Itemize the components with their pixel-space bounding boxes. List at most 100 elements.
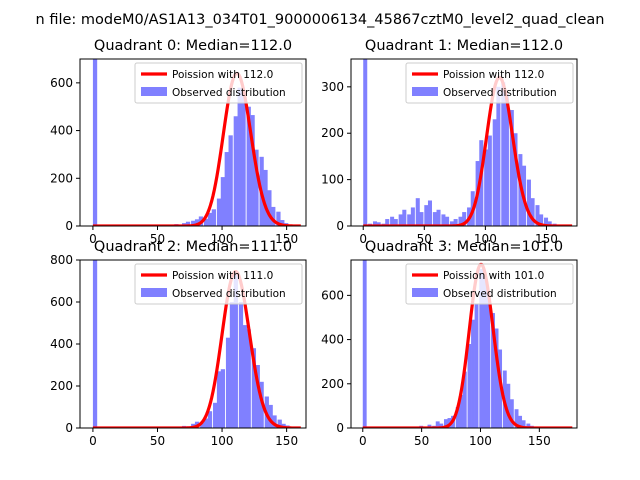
- legend-observed-label: Observed distribution: [443, 87, 557, 99]
- legend-poisson-label: Poission with 101.0: [443, 270, 544, 282]
- histogram-bar: [207, 411, 213, 428]
- histogram-bar: [514, 409, 519, 428]
- x-tick-label: 50: [414, 434, 429, 448]
- histogram-bar: [462, 371, 467, 428]
- histogram-bar: [203, 418, 209, 428]
- histogram-bar: [449, 221, 454, 226]
- histogram-bar: [482, 275, 487, 428]
- poisson-curve: [92, 269, 302, 428]
- x-tick-label: 150: [275, 434, 298, 448]
- quadrant-0-chart: 0 50 100 150 0 200 400 600 Quadrant 0: Median=11…: [50, 38, 307, 246]
- histogram-bar: [402, 209, 407, 226]
- histogram-bar: [526, 179, 531, 226]
- histogram-bar: [445, 216, 450, 226]
- histogram-bar: [362, 260, 367, 428]
- axes-frame: [350, 58, 578, 227]
- poisson-curve: [92, 71, 302, 226]
- histogram-bar: [455, 407, 460, 428]
- histogram-bar: [415, 198, 420, 226]
- quadrant-panels: 0 50 100 150 0 200 400 600 Quadrant 0: Median=11…: [50, 38, 578, 448]
- legend-observed-swatch: [412, 87, 438, 96]
- x-tick-label: 50: [417, 232, 432, 246]
- histogram-bar: [521, 420, 526, 428]
- y-tick-label: 600: [50, 295, 73, 309]
- axes-frame: [79, 58, 307, 227]
- quadrant-title: Quadrant 2: Median=111.0: [94, 239, 292, 255]
- histogram-bar: [363, 59, 368, 226]
- histogram-bar: [267, 190, 272, 226]
- histogram-bar: [410, 207, 415, 226]
- histogram-bar: [224, 152, 229, 226]
- legend-box: [134, 263, 303, 305]
- y-tick-label: 200: [321, 377, 344, 391]
- histogram-bar: [263, 169, 268, 226]
- histogram-bar: [544, 217, 549, 226]
- quadrant-title: Quadrant 1: Median=112.0: [365, 38, 563, 54]
- legend-poisson-label: Poission with 111.0: [172, 270, 273, 282]
- histogram-bar: [471, 319, 475, 428]
- histogram-bar: [539, 214, 544, 226]
- histogram-bar: [459, 394, 464, 428]
- histogram-bar: [424, 205, 429, 226]
- histogram-bar: [92, 260, 98, 428]
- y-tick-label: 200: [50, 171, 73, 185]
- legend-observed-label: Observed distribution: [443, 288, 557, 300]
- histogram-bar: [390, 216, 395, 226]
- x-tick-label: 0: [359, 434, 367, 448]
- histogram-bar: [268, 404, 273, 428]
- histogram-bar: [458, 216, 463, 226]
- y-tick-label: 0: [336, 421, 344, 435]
- histogram-bar: [393, 219, 398, 226]
- histogram-bar: [250, 115, 255, 226]
- quadrant-2-chart: 0 50 100 150 0 200 400 600 800 Quadrant 2: Median…: [50, 239, 307, 448]
- histogram-bar: [506, 383, 511, 428]
- histogram-bar: [398, 214, 403, 226]
- histogram-bar: [474, 304, 479, 428]
- quadrant-title: Quadrant 0: Median=112.0: [94, 38, 292, 54]
- histogram-bar: [504, 93, 509, 226]
- histogram-bar: [453, 219, 458, 226]
- legend-poisson-label: Poission with 112.0: [443, 69, 544, 81]
- quadrant-title: Quadrant 3: Median=101.0: [365, 239, 563, 255]
- y-tick-label: 300: [321, 80, 344, 94]
- histogram-bar: [427, 424, 432, 428]
- y-tick-label: 200: [50, 379, 73, 393]
- y-tick-label: 600: [50, 76, 73, 90]
- y-tick-label: 600: [321, 288, 344, 302]
- histogram-bar: [216, 198, 222, 226]
- histogram-bar: [254, 149, 259, 226]
- legend-observed-swatch: [412, 288, 438, 297]
- histogram-bar: [484, 149, 489, 226]
- y-tick-label: 100: [321, 173, 344, 187]
- legend: Poission with 111.0 Observed distribution: [134, 263, 303, 305]
- x-tick-label: 100: [211, 434, 234, 448]
- histogram-bar: [385, 219, 390, 226]
- axes-frame: [350, 259, 578, 429]
- histogram-bar: [233, 272, 238, 428]
- histogram-bar: [435, 421, 440, 428]
- histogram-bar: [207, 212, 213, 226]
- histogram-bar: [443, 419, 448, 428]
- histogram-bar: [191, 220, 196, 226]
- legend-box: [405, 62, 574, 104]
- histogram-bar: [547, 221, 552, 226]
- legend-box: [405, 263, 574, 305]
- histogram-bar: [496, 86, 501, 226]
- histogram-bar: [233, 116, 238, 226]
- legend: Poission with 112.0 Observed distribution: [405, 62, 574, 104]
- histogram-bar: [419, 212, 424, 226]
- histogram-bar: [509, 110, 514, 226]
- histogram-bar: [479, 140, 484, 226]
- histogram-bar: [271, 206, 276, 226]
- histogram-bar: [467, 344, 472, 428]
- legend-poisson-label: Poission with 112.0: [172, 69, 273, 81]
- y-tick-label: 400: [50, 337, 73, 351]
- histogram-bar: [220, 369, 226, 428]
- y-tick-label: 0: [65, 219, 73, 233]
- histogram-bar: [216, 371, 222, 428]
- x-tick-label: 50: [150, 434, 165, 448]
- y-tick-label: 0: [65, 421, 73, 435]
- x-tick-label: 100: [469, 434, 492, 448]
- histogram-bar: [213, 402, 218, 428]
- x-tick-label: 150: [535, 232, 558, 246]
